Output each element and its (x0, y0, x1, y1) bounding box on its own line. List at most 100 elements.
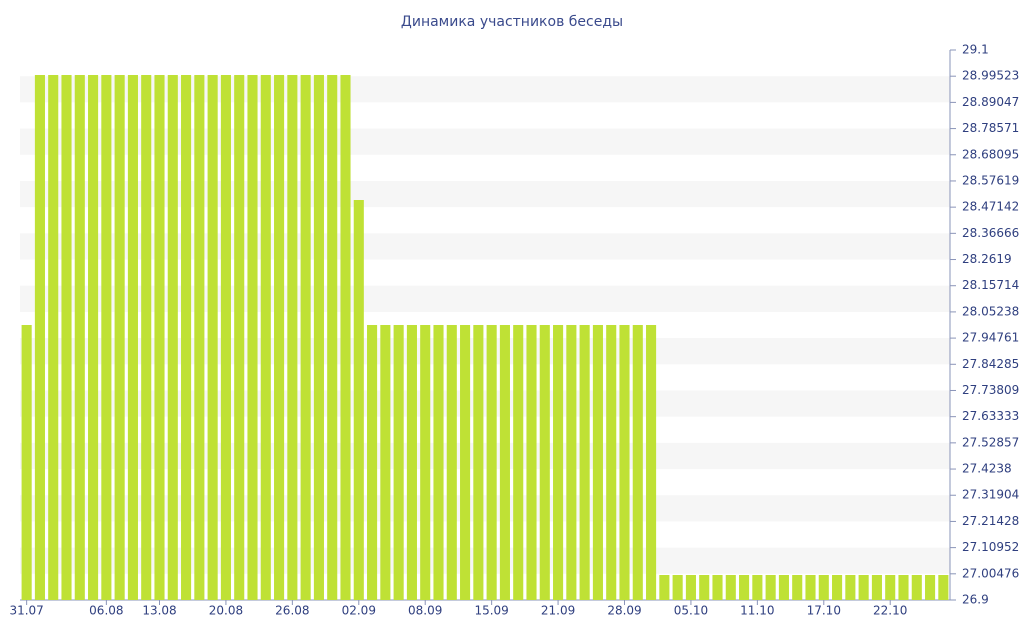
bar (460, 325, 471, 600)
x-tick-label: 08.09 (408, 604, 442, 618)
x-tick-label: 05.10 (674, 604, 708, 618)
bar (420, 325, 431, 600)
bar (181, 75, 192, 600)
bar (353, 200, 364, 600)
bar (486, 325, 497, 600)
bar (499, 325, 510, 600)
bar (712, 575, 723, 600)
bar (765, 575, 776, 600)
bar (898, 575, 909, 600)
bar (234, 75, 245, 600)
y-tick-label: 28.47142 (962, 200, 1019, 214)
bar (154, 75, 165, 600)
bar (127, 75, 138, 600)
x-tick-label: 17.10 (807, 604, 841, 618)
bar (818, 575, 829, 600)
y-tick-label: 28.78571 (962, 121, 1019, 135)
bar (845, 575, 856, 600)
bar (871, 575, 882, 600)
bar (938, 575, 949, 600)
bar (752, 575, 763, 600)
bar (61, 75, 72, 600)
y-tick-label: 28.57619 (962, 173, 1019, 187)
bar (340, 75, 351, 600)
bar (446, 325, 457, 600)
y-tick-label: 27.73809 (962, 383, 1019, 397)
bar (911, 575, 922, 600)
bar (114, 75, 125, 600)
y-tick-label: 27.52857 (962, 435, 1019, 449)
y-tick-label: 26.9 (962, 593, 989, 607)
bar (685, 575, 696, 600)
bar (367, 325, 378, 600)
bar (699, 575, 710, 600)
bar (167, 75, 178, 600)
bar (632, 325, 643, 600)
bar (858, 575, 869, 600)
bar (300, 75, 311, 600)
bar (433, 325, 444, 600)
x-tick-label: 11.10 (740, 604, 774, 618)
y-tick-label: 28.89047 (962, 95, 1019, 109)
bar (672, 575, 683, 600)
bar (832, 575, 843, 600)
chart-title: Динамика участников беседы (401, 14, 623, 30)
y-tick-label: 27.00476 (962, 566, 1019, 580)
bar (380, 325, 391, 600)
bar (194, 75, 205, 600)
bar (778, 575, 789, 600)
y-tick-label: 27.84285 (962, 357, 1019, 371)
x-tick-label: 31.07 (9, 604, 43, 618)
bar (287, 75, 298, 600)
bar (274, 75, 285, 600)
bar (513, 325, 524, 600)
bar (579, 325, 590, 600)
x-tick-label: 15.09 (474, 604, 508, 618)
bar (606, 325, 617, 600)
bar (805, 575, 816, 600)
x-tick-label: 22.10 (873, 604, 907, 618)
bar (48, 75, 59, 600)
y-tick-label: 27.4238 (962, 462, 1012, 476)
y-tick-label: 27.63333 (962, 409, 1019, 423)
bar (101, 75, 112, 600)
bar (88, 75, 99, 600)
x-tick-label: 13.08 (142, 604, 176, 618)
y-tick-label: 28.05238 (962, 304, 1019, 318)
x-tick-label: 21.09 (541, 604, 575, 618)
y-tick-label: 27.31904 (962, 488, 1019, 502)
bar (393, 325, 404, 600)
bar (619, 325, 630, 600)
x-tick-label: 20.08 (209, 604, 243, 618)
y-tick-label: 28.36666 (962, 226, 1019, 240)
x-tick-label: 28.09 (607, 604, 641, 618)
bar (21, 325, 32, 600)
bar (885, 575, 896, 600)
bar (592, 325, 603, 600)
bar (659, 575, 670, 600)
y-tick-label: 27.10952 (962, 540, 1019, 554)
x-tick-label: 02.09 (342, 604, 376, 618)
y-tick-label: 28.99523 (962, 69, 1019, 83)
y-tick-label: 28.2619 (962, 252, 1012, 266)
bar (220, 75, 231, 600)
bar (566, 325, 577, 600)
bar (207, 75, 218, 600)
bar (313, 75, 324, 600)
bar (327, 75, 338, 600)
bar (739, 575, 750, 600)
y-tick-label: 27.94761 (962, 331, 1019, 345)
y-tick-label: 29.1 (962, 43, 989, 57)
bar (74, 75, 85, 600)
bar (526, 325, 537, 600)
bar (260, 75, 271, 600)
bar (792, 575, 803, 600)
y-tick-label: 28.68095 (962, 147, 1019, 161)
bar (141, 75, 152, 600)
bar (473, 325, 484, 600)
bar (553, 325, 564, 600)
bar (925, 575, 936, 600)
bar (539, 325, 550, 600)
x-tick-label: 06.08 (89, 604, 123, 618)
